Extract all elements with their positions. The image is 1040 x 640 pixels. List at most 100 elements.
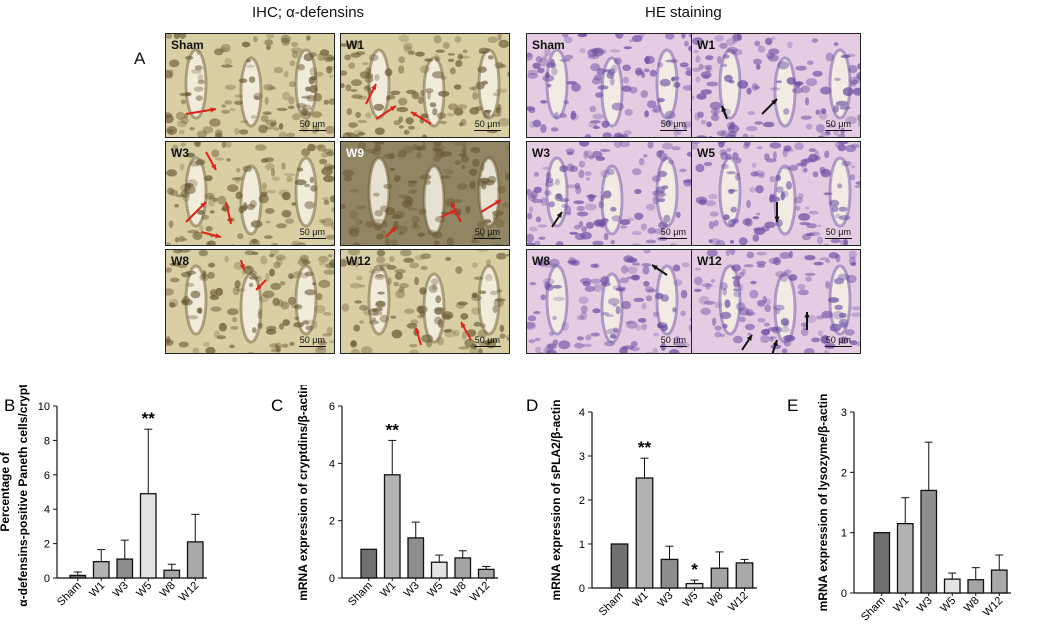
nucleus: [579, 48, 586, 54]
nucleus: [344, 54, 352, 61]
nucleus: [619, 225, 628, 229]
nucleus: [660, 324, 668, 332]
nucleus: [345, 84, 352, 92]
nucleus: [635, 67, 643, 76]
nucleus: [323, 99, 329, 105]
nucleus: [269, 268, 275, 277]
nucleus: [738, 307, 750, 316]
nucleus: [260, 255, 268, 265]
nucleus: [193, 142, 201, 147]
nucleus: [756, 212, 761, 216]
arrow-head: [415, 328, 420, 334]
nucleus: [166, 339, 174, 346]
nucleus: [579, 142, 590, 147]
nucleus: [710, 238, 720, 245]
nucleus: [214, 157, 225, 161]
nucleus: [804, 255, 816, 261]
nucleus: [728, 219, 736, 227]
nucleus: [318, 262, 326, 266]
nucleus: [296, 242, 305, 245]
nucleus: [169, 262, 182, 267]
nucleus: [598, 200, 605, 209]
nucleus: [234, 94, 244, 98]
nucleus: [777, 61, 789, 70]
nucleus: [414, 145, 427, 151]
crypt-lumen: [239, 56, 263, 128]
nucleus: [354, 218, 362, 226]
x-tick-label: W8: [705, 590, 725, 610]
nucleus: [434, 56, 441, 62]
nucleus: [205, 226, 213, 232]
nucleus: [527, 212, 533, 220]
nucleus: [631, 168, 642, 176]
nucleus: [527, 72, 539, 79]
nucleus: [544, 262, 557, 269]
nucleus: [593, 263, 600, 269]
nucleus: [377, 291, 385, 295]
nucleus: [834, 304, 843, 310]
nucleus: [415, 51, 425, 57]
nucleus: [232, 286, 240, 296]
nucleus: [248, 282, 254, 288]
nucleus: [389, 239, 399, 245]
nucleus: [680, 289, 688, 299]
nucleus: [182, 238, 188, 241]
nucleus: [840, 54, 851, 59]
nucleus: [527, 242, 536, 245]
nucleus: [367, 308, 379, 316]
arrow-head: [371, 84, 376, 90]
nucleus: [471, 262, 478, 268]
nucleus: [494, 62, 504, 69]
nucleus: [437, 319, 443, 328]
nucleus: [348, 228, 360, 237]
nucleus: [550, 58, 555, 68]
nucleus: [592, 113, 604, 120]
nucleus: [754, 85, 761, 90]
x-tick-label: W12: [981, 595, 1005, 619]
nucleus: [706, 250, 718, 257]
nucleus: [528, 206, 534, 213]
nucleus: [453, 84, 462, 90]
nucleus: [662, 185, 669, 190]
nucleus: [700, 89, 712, 95]
nucleus: [551, 67, 558, 76]
nucleus: [722, 54, 730, 59]
nucleus: [668, 159, 674, 165]
nucleus: [773, 257, 781, 266]
nucleus: [559, 165, 568, 173]
nucleus: [286, 132, 296, 137]
nucleus: [197, 210, 205, 215]
arrow-head: [461, 322, 466, 328]
nucleus: [782, 166, 791, 170]
nucleus: [272, 297, 280, 307]
nucleus: [368, 320, 380, 325]
nucleus: [434, 215, 446, 223]
nucleus: [476, 250, 489, 252]
nucleus: [561, 203, 569, 209]
nucleus: [603, 341, 615, 347]
arrow-head: [495, 200, 501, 205]
nucleus: [856, 71, 860, 80]
nucleus: [407, 207, 418, 211]
nucleus: [494, 219, 505, 228]
nucleus: [478, 348, 483, 353]
y-tick-label: 3: [579, 451, 585, 463]
nucleus: [304, 271, 314, 277]
x-tick-label: W1: [630, 590, 650, 610]
nucleus: [832, 310, 844, 320]
nucleus: [507, 71, 509, 77]
nucleus: [365, 221, 376, 228]
nucleus: [613, 142, 622, 148]
nucleus: [461, 165, 466, 170]
nucleus: [375, 267, 385, 272]
y-axis-label: Percentage of: [0, 451, 12, 531]
nucleus: [780, 191, 785, 201]
nucleus: [398, 194, 411, 199]
nucleus: [729, 250, 736, 256]
nucleus: [820, 86, 832, 95]
nucleus: [565, 206, 572, 214]
x-tick-label: W5: [938, 595, 958, 615]
nucleus: [186, 282, 195, 287]
nucleus: [643, 154, 648, 158]
nucleus: [199, 224, 204, 232]
